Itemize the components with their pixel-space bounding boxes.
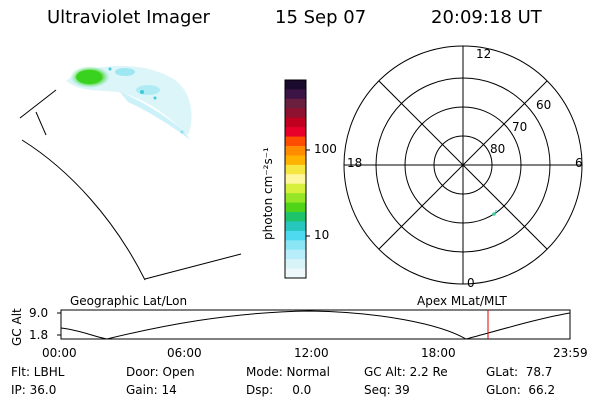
timeline-x-tick-1200: 12:00 [294, 346, 329, 360]
timeline-x-tick-0600: 06:00 [167, 346, 202, 360]
color-scale-swatch [285, 174, 306, 185]
color-scale-swatch [285, 268, 306, 279]
lat-label-60: 60 [536, 98, 552, 112]
color-scale-swatch [285, 230, 306, 241]
polar-plot [343, 45, 583, 285]
image-edge-upper [19, 89, 57, 119]
color-scale-swatch [285, 221, 306, 232]
info-mode: Mode: Normal [246, 365, 330, 379]
color-scale-swatch [285, 117, 306, 128]
timeline-x-tick-0000: 00:00 [42, 346, 77, 360]
orbit-timeline [57, 309, 571, 340]
mlt-label-6: 6 [575, 156, 583, 170]
color-scale-swatch [285, 136, 306, 147]
color-scale-swatch [285, 164, 306, 175]
color-scale-swatch [285, 193, 306, 204]
altitude-curve [60, 310, 571, 340]
info-glat: GLat: 78.7 [486, 365, 553, 379]
color-scale-swatch [285, 146, 306, 157]
info-gc-alt: GC Alt: 2.2 Re [364, 365, 448, 379]
geographic-image [19, 65, 242, 281]
color-scale-swatch [285, 212, 306, 223]
lat-label-70: 70 [512, 120, 528, 134]
mlt-label-12: 12 [476, 47, 492, 61]
color-scale-swatch [285, 108, 306, 119]
timeline-x-tick-1800: 18:00 [421, 346, 456, 360]
color-scale-swatch [285, 98, 306, 109]
lat-label-80: 80 [490, 142, 506, 156]
colorbar-tick-100: 100 [314, 142, 337, 156]
timeline-y-axis-label: GC Alt [10, 308, 24, 346]
info-gain: Gain: 14 [126, 383, 177, 397]
timeline-left-title: Geographic Lat/Lon [70, 294, 188, 308]
info-seq: Seq: 39 [364, 383, 410, 397]
color-scale-swatch [285, 202, 306, 213]
colorbar-unit-label: photon cm⁻²s⁻¹ [261, 147, 275, 240]
image-date: 15 Sep 07 [275, 7, 367, 28]
colorbar-tick-10: 10 [314, 228, 330, 242]
image-time: 20:09:18 UT [431, 7, 542, 28]
color-scale-swatch [285, 127, 306, 138]
timeline-frame [60, 309, 571, 340]
info-glon: GLon: 66.2 [486, 383, 556, 397]
color-scale-swatch [285, 249, 306, 260]
color-scale-swatch [285, 240, 306, 251]
color-scale-swatch [285, 259, 306, 270]
info-door: Door: Open [126, 365, 195, 379]
polar-aurora-dot [492, 212, 496, 216]
color-scale-swatch [285, 89, 306, 100]
color-scale-bar [285, 80, 306, 279]
color-scale-frame [284, 79, 307, 279]
image-edge-arc [21, 139, 146, 281]
color-scale-swatch [285, 155, 306, 166]
timeline-y-tick-bottom: 1.8 [29, 328, 49, 342]
timeline-right-title: Apex MLat/MLT [417, 294, 507, 308]
image-edge-lower [144, 253, 242, 280]
color-scale-swatch [285, 183, 306, 194]
timeline-x-tick-2359: 23:59 [553, 346, 588, 360]
info-filter: Flt: LBHL [11, 365, 65, 379]
mlt-label-18: 18 [347, 156, 363, 170]
mlt-label-0: 0 [467, 276, 475, 290]
timeline-y-tick-top: 9.0 [29, 306, 49, 320]
color-scale-swatch [285, 80, 306, 91]
info-dsp: Dsp: 0.0 [246, 383, 312, 397]
info-ip: IP: 36.0 [11, 383, 57, 397]
instrument-title: Ultraviolet Imager [47, 7, 210, 28]
